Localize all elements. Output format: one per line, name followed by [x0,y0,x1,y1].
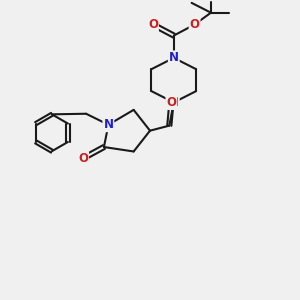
Text: O: O [78,152,88,165]
Text: N: N [169,96,179,109]
Text: O: O [190,18,200,31]
Text: N: N [169,51,179,64]
Text: O: O [167,96,176,109]
Text: O: O [148,18,158,31]
Text: N: N [103,118,113,131]
